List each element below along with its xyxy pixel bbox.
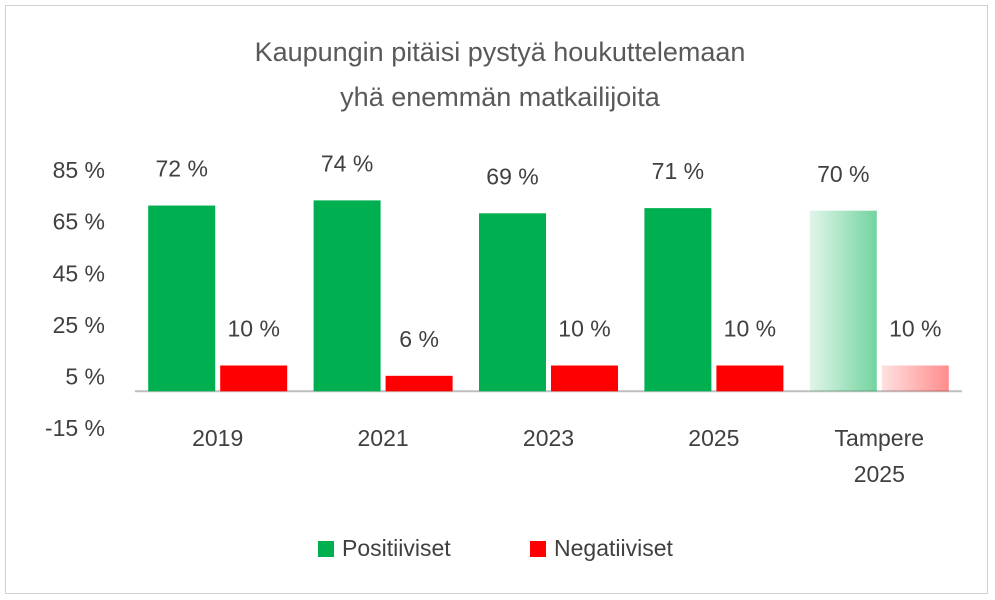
y-tick-label: 45 %: [53, 260, 105, 286]
data-label: 10 %: [889, 316, 941, 342]
chart-frame: [5, 5, 988, 594]
data-label: 69 %: [486, 163, 538, 189]
x-tick-label: 2019: [192, 425, 244, 451]
bar: [809, 210, 877, 392]
y-tick-label: 65 %: [53, 209, 105, 235]
legend-swatch: [318, 541, 334, 557]
chart-title: Kaupungin pitäisi pystyä houkuttelemaan …: [254, 37, 746, 112]
bar: [220, 365, 288, 392]
legend-swatch: [530, 541, 546, 557]
y-tick-label: 25 %: [53, 312, 105, 338]
data-label: 74 %: [321, 150, 373, 176]
data-label: 10 %: [724, 316, 776, 342]
bar: [148, 205, 216, 392]
data-label: 70 %: [817, 161, 869, 187]
legend-label: Negatiiviset: [554, 535, 673, 561]
bar: [385, 375, 453, 392]
y-tick-label: 5 %: [65, 363, 105, 389]
x-tick-label: Tampere 2025: [834, 425, 925, 487]
bar: [551, 365, 618, 392]
legend-label: Positiiviset: [342, 535, 451, 561]
bar: [479, 213, 546, 392]
y-tick-label: -15 %: [45, 415, 105, 441]
bar: [881, 365, 949, 392]
x-tick-label: 2025: [688, 425, 740, 451]
x-tick-label: 2023: [522, 425, 575, 451]
data-label: 10 %: [227, 316, 279, 342]
x-tick-label: 2021: [357, 425, 409, 451]
bar: [644, 208, 712, 392]
data-label: 71 %: [652, 158, 704, 184]
bar: [716, 365, 784, 392]
data-label: 72 %: [155, 156, 207, 182]
data-label: 6 %: [399, 326, 439, 352]
data-label: 10 %: [558, 316, 610, 342]
y-tick-label: 85 %: [53, 157, 105, 183]
bar: [313, 200, 381, 392]
